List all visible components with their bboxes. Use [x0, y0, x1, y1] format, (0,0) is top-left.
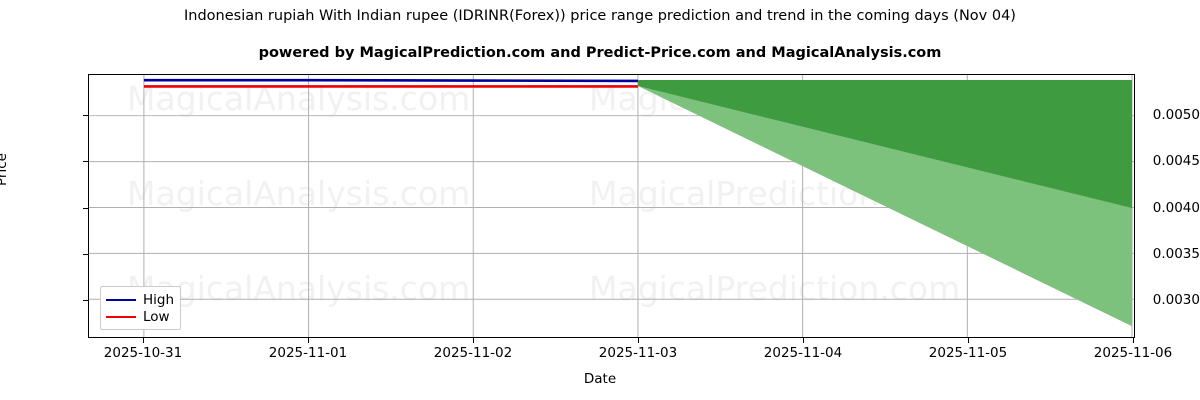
x-tick-mark [473, 338, 474, 343]
y-tick-label: 0.0045 [1152, 153, 1200, 170]
plot-area: MagicalAnalysis.com MagicalPrediction.co… [88, 74, 1135, 338]
x-axis-label: Date [583, 371, 617, 387]
legend-label-high: High [143, 291, 175, 308]
x-tick-mark [143, 338, 144, 343]
legend-label-low: Low [143, 308, 170, 325]
y-tick-mark [83, 115, 88, 116]
x-tick-mark [1133, 338, 1134, 343]
legend-item-high[interactable]: High [106, 291, 174, 308]
y-tick-mark [83, 253, 88, 255]
legend-item-low[interactable]: Low [106, 308, 174, 325]
chart-subtitle: powered by MagicalPrediction.com and Pre… [258, 45, 942, 61]
chart-legend[interactable]: High Low [100, 286, 182, 330]
y-tick-mark [83, 300, 88, 301]
y-axis-label: Price [0, 153, 10, 186]
x-tick-label: 2025-11-06 [1093, 345, 1173, 361]
chart-title: Indonesian rupiah With Indian rupee (IDR… [184, 8, 1016, 24]
y-tick-mark [83, 161, 88, 163]
y-tick-label: 0.0040 [1152, 199, 1200, 216]
legend-swatch-high [106, 298, 136, 301]
plot-canvas [89, 75, 1134, 337]
x-tick-label: 2025-11-05 [928, 345, 1008, 361]
x-tick-mark [968, 338, 969, 343]
x-tick-mark [803, 338, 804, 343]
x-tick-label: 2025-11-02 [433, 345, 513, 361]
x-tick-label: 2025-10-31 [103, 345, 183, 361]
x-tick-mark [308, 338, 309, 343]
y-tick-label: 0.0035 [1152, 245, 1200, 262]
y-tick-label: 0.0050 [1152, 107, 1200, 123]
x-tick-label: 2025-11-03 [598, 345, 678, 361]
legend-swatch-low [106, 315, 136, 318]
high-price-line [143, 78, 638, 83]
x-tick-label: 2025-11-01 [268, 345, 348, 361]
upper-range-band [637, 79, 1133, 208]
x-tick-mark [638, 338, 639, 343]
y-tick-mark [83, 207, 88, 209]
x-tick-label: 2025-11-04 [763, 345, 843, 361]
y-tick-label: 0.0030 [1152, 292, 1200, 308]
